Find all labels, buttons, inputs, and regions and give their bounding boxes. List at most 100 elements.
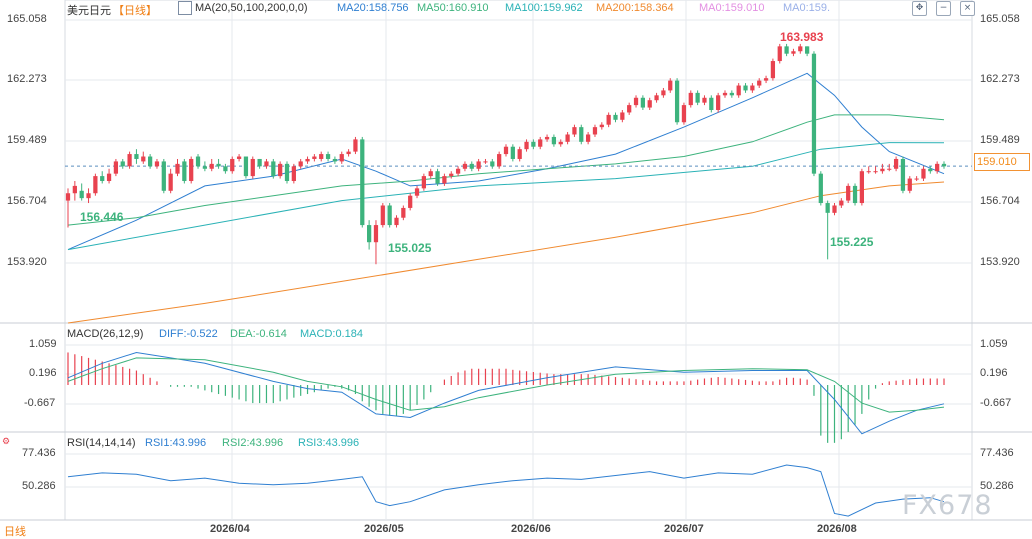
y-tick-right-1: 162.273 [980,73,1020,85]
candle-body [900,158,906,191]
candle-body [284,163,290,182]
candle-body [236,156,242,159]
zoom-out-icon[interactable]: − [936,1,951,16]
candle-body [421,176,426,189]
candle-body [243,156,249,177]
macd-dea-value: DEA:-0.614 [230,328,287,340]
period-label[interactable]: 【日线】 [113,5,157,17]
candle-body [613,114,618,120]
candle-body [428,171,433,177]
macd-y-tick-right-2: -0.667 [980,397,1012,409]
candle-body [483,161,488,163]
settings-icon[interactable]: ✥ [912,1,927,16]
candle-body [319,154,324,159]
candle-body [702,97,707,103]
candle-body [914,178,919,180]
symbol-label: 美元日元 [67,5,111,17]
candle-body [873,171,878,173]
y-tick-right-2: 159.489 [980,134,1020,146]
candle-body [736,85,741,96]
candle-body [127,154,132,167]
candle-body [907,178,912,191]
candle-body [579,127,584,142]
ma-indicator-label[interactable]: MA(20,50,100,200,0,0) [195,2,308,14]
candle-body [216,163,221,167]
y-tick-left-1: 162.273 [7,73,47,85]
candle-body [798,46,803,52]
candle-body [743,85,748,91]
macd-diff-value: DIFF:-0.522 [159,328,218,340]
candle-body [387,205,392,226]
close-icon[interactable]: × [960,1,975,16]
candle-body [189,158,194,182]
candle-body [531,141,536,147]
candle-body [100,176,105,182]
candle-body [462,163,468,169]
y-tick-left-0: 165.058 [7,13,47,25]
candle-body [497,154,502,167]
candle-body [134,154,139,159]
candle-body [620,112,625,120]
candle-body [750,85,755,91]
candle-body [257,158,262,167]
candle-body [154,161,160,167]
candle-body [859,171,864,204]
candle-body [223,166,228,172]
ma-line-ma100 [67,142,945,251]
candle-body [893,158,899,169]
candle-body [325,154,331,159]
ma20-value: MA20:158.756 [337,2,409,14]
candle-body [503,146,509,155]
candle-body [148,156,153,167]
candle-body [887,168,892,170]
rsi1-value: RSI1:43.996 [145,437,207,449]
candle-body [332,158,338,162]
candle-body [298,161,303,167]
ma100-value: MA100:159.962 [505,2,583,14]
candle-body [681,105,687,123]
annotation-low-1: 156.446 [80,210,124,224]
candle-body [729,92,734,96]
candle-body [668,80,673,91]
candle-body [538,139,543,147]
candle-body [661,90,666,96]
candle-body [72,185,77,194]
candle-body [551,136,557,145]
ma0-value-2: MA0:159. [783,2,831,14]
candle-body [346,151,351,155]
ma0-value-1: MA0:159.010 [699,2,765,14]
x-tick-1: 2026/05 [364,523,404,535]
candle-body [777,46,782,62]
candle-body [633,97,639,106]
candle-body [565,134,570,142]
candle-body [168,173,173,191]
chart-type-icon[interactable] [178,1,192,15]
candle-body [654,95,659,101]
candle-body [401,207,406,218]
candle-body [716,95,721,111]
x-tick-0: 2026/04 [210,523,250,535]
candle-body [161,161,166,191]
rsi-y-tick-right-1: 50.286 [980,480,1014,492]
candle-body [476,161,481,169]
rsi-y-tick-left-1: 50.286 [22,480,56,492]
candle-body [113,161,119,174]
candle-body [250,158,255,177]
rsi2-value: RSI2:43.996 [222,437,284,449]
period-button[interactable]: 日线 [4,526,26,538]
candle-body [852,185,858,204]
candle-body [688,92,693,106]
candle-body [141,156,146,162]
rsi-settings-icon[interactable]: ⚙ [2,436,11,446]
candle-body [709,97,714,111]
candle-body [175,163,180,174]
candle-body [524,141,529,150]
macd-y-tick-right-1: 0.196 [980,367,1008,379]
candle-body [353,139,358,152]
candle-body [558,141,563,145]
y-tick-right-3: 156.704 [980,195,1020,207]
last-price-tag: 159.010 [974,153,1030,171]
candle-body [120,161,125,167]
candle-body [291,166,296,182]
